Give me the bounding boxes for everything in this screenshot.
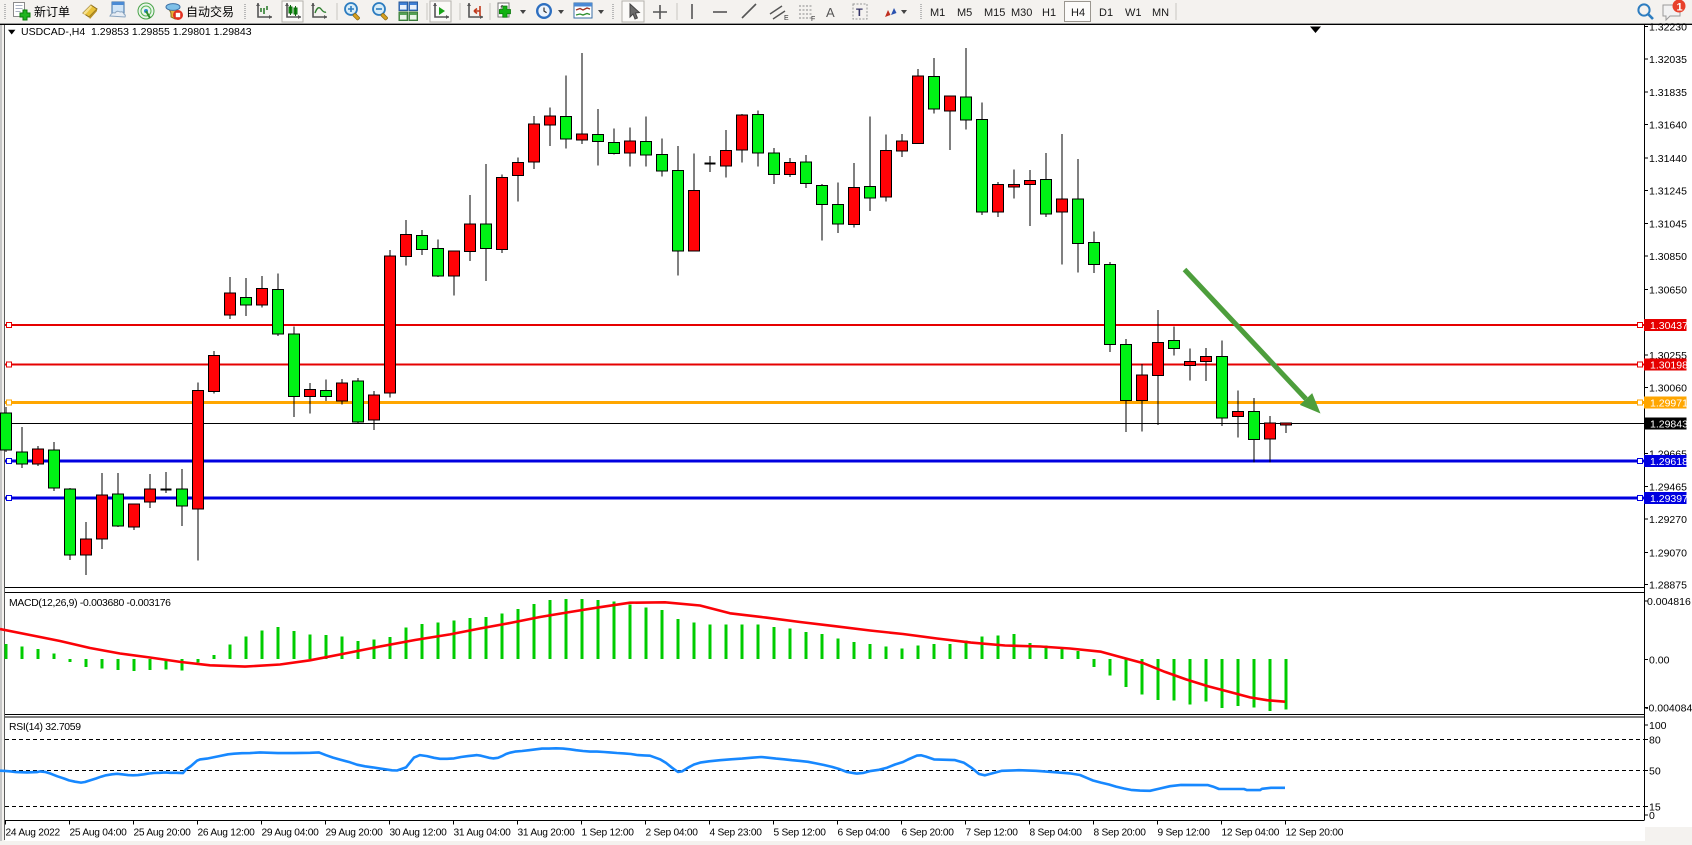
svg-text:26 Aug 12:00: 26 Aug 12:00	[198, 828, 256, 839]
svg-text:25 Aug 04:00: 25 Aug 04:00	[70, 828, 128, 839]
svg-text:5 Sep 12:00: 5 Sep 12:00	[774, 828, 827, 839]
svg-text:6 Sep 04:00: 6 Sep 04:00	[838, 828, 891, 839]
svg-text:MACD(12,26,9) -0.003680 -0.003: MACD(12,26,9) -0.003680 -0.003176	[9, 598, 171, 609]
svg-text:1.29618: 1.29618	[1650, 456, 1688, 468]
svg-text:1.28875: 1.28875	[1649, 580, 1687, 592]
svg-text:1.31245: 1.31245	[1649, 185, 1687, 197]
svg-text:W1: W1	[1125, 7, 1142, 19]
svg-text:1.29971: 1.29971	[1650, 397, 1688, 409]
svg-text:50: 50	[1649, 765, 1661, 777]
svg-text:1.29843: 1.29843	[1650, 419, 1688, 431]
svg-text:6 Sep 20:00: 6 Sep 20:00	[902, 828, 955, 839]
svg-text:15: 15	[1649, 801, 1661, 813]
svg-text:1.32035: 1.32035	[1649, 54, 1687, 66]
svg-text:MN: MN	[1152, 7, 1169, 19]
svg-text:H1: H1	[1042, 7, 1056, 19]
svg-text:-0.004084: -0.004084	[1645, 702, 1692, 714]
svg-text:1: 1	[1677, 2, 1683, 14]
svg-text:1.31045: 1.31045	[1649, 219, 1687, 231]
svg-text:31 Aug 20:00: 31 Aug 20:00	[518, 828, 576, 839]
svg-text:A: A	[826, 5, 835, 20]
svg-text:1.31440: 1.31440	[1649, 153, 1687, 165]
svg-text:0.004816: 0.004816	[1647, 596, 1691, 608]
svg-text:2 Sep 04:00: 2 Sep 04:00	[646, 828, 699, 839]
svg-text:M5: M5	[957, 7, 972, 19]
svg-text:1.29397: 1.29397	[1650, 493, 1688, 505]
svg-text:H4: H4	[1071, 7, 1085, 19]
svg-text:8 Sep 20:00: 8 Sep 20:00	[1094, 828, 1147, 839]
svg-text:1.29070: 1.29070	[1649, 547, 1687, 559]
svg-text:RSI(14) 32.7059: RSI(14) 32.7059	[9, 722, 81, 733]
svg-text:29 Aug 20:00: 29 Aug 20:00	[326, 828, 384, 839]
svg-text:31 Aug 04:00: 31 Aug 04:00	[454, 828, 512, 839]
svg-text:4 Sep 23:00: 4 Sep 23:00	[710, 828, 763, 839]
svg-text:12 Sep 20:00: 12 Sep 20:00	[1286, 828, 1344, 839]
svg-text:D1: D1	[1099, 7, 1113, 19]
svg-text:1 Sep 12:00: 1 Sep 12:00	[582, 828, 635, 839]
svg-text:M15: M15	[984, 7, 1005, 19]
svg-text:80: 80	[1649, 734, 1661, 746]
svg-text:8 Sep 04:00: 8 Sep 04:00	[1030, 828, 1083, 839]
svg-text:100: 100	[1649, 720, 1667, 732]
svg-text:1.29465: 1.29465	[1649, 482, 1687, 494]
svg-text:1.30850: 1.30850	[1649, 251, 1687, 263]
svg-text:1.30198: 1.30198	[1650, 360, 1688, 372]
svg-text:1.30060: 1.30060	[1649, 383, 1687, 395]
svg-text:1.31640: 1.31640	[1649, 120, 1687, 132]
svg-text:USDCAD-,H4 1.29853 1.29855 1.: USDCAD-,H4 1.29853 1.29855 1.29801 1.298…	[21, 26, 252, 38]
svg-text:M1: M1	[930, 7, 945, 19]
svg-text:0: 0	[1649, 810, 1655, 822]
svg-text:1.31835: 1.31835	[1649, 87, 1687, 99]
svg-text:f: f	[500, 4, 503, 13]
svg-text:T: T	[856, 7, 863, 19]
svg-text:12 Sep 04:00: 12 Sep 04:00	[1222, 828, 1280, 839]
svg-text:1.32230: 1.32230	[1649, 22, 1687, 34]
svg-text:自动交易: 自动交易	[186, 4, 234, 19]
svg-text:1.30650: 1.30650	[1649, 284, 1687, 296]
svg-text:E: E	[784, 15, 789, 22]
svg-text:1.30437: 1.30437	[1650, 320, 1688, 332]
svg-text:25 Aug 20:00: 25 Aug 20:00	[134, 828, 192, 839]
svg-text:30 Aug 12:00: 30 Aug 12:00	[390, 828, 448, 839]
svg-text:1.29270: 1.29270	[1649, 514, 1687, 526]
svg-text:M30: M30	[1011, 7, 1032, 19]
svg-text:新订单: 新订单	[34, 4, 70, 19]
svg-text:7 Sep 12:00: 7 Sep 12:00	[966, 828, 1019, 839]
svg-text:0.00: 0.00	[1649, 655, 1670, 667]
svg-text:9 Sep 12:00: 9 Sep 12:00	[1158, 828, 1211, 839]
svg-text:24 Aug 2022: 24 Aug 2022	[6, 828, 61, 839]
svg-text:29 Aug 04:00: 29 Aug 04:00	[262, 828, 320, 839]
svg-text:F: F	[811, 16, 815, 23]
